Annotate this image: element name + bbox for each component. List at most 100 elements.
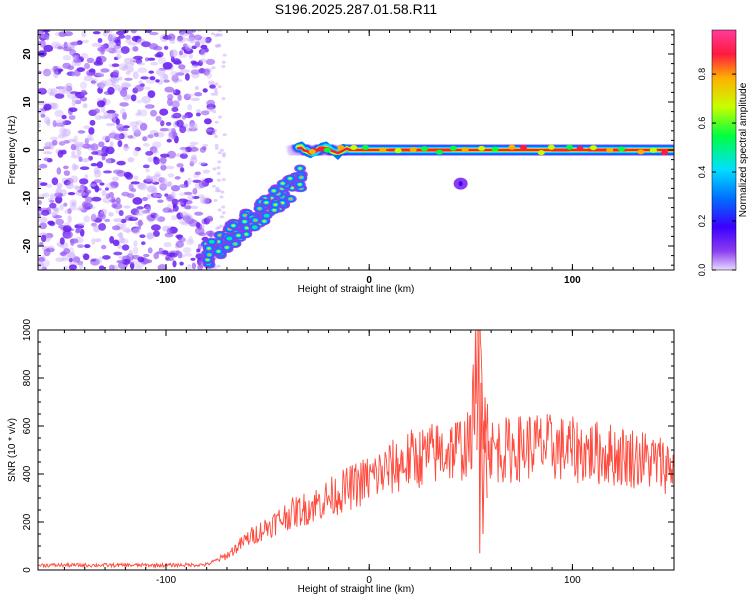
colorbar-tick-label: 0.2: [697, 215, 707, 228]
noise-blob: [76, 150, 82, 156]
noise-blob: [152, 149, 160, 155]
noise-blob: [211, 32, 215, 36]
noise-blob: [105, 123, 116, 127]
noise-blob: [172, 89, 181, 96]
noise-blob: [194, 211, 204, 216]
noise-blob: [136, 206, 144, 210]
noise-blob: [137, 62, 145, 66]
noise-blob: [152, 230, 160, 237]
noise-blob: [206, 72, 213, 79]
noise-blob: [49, 193, 57, 200]
noise-blob: [77, 222, 86, 226]
noise-blob: [186, 238, 195, 246]
noise-blob: [194, 85, 199, 91]
noise-blob: [79, 184, 85, 192]
noise-blob: [42, 192, 50, 198]
noise-blob: [133, 55, 143, 60]
noise-blob: [146, 233, 154, 239]
y-tick-label: 0: [22, 147, 33, 153]
noise-blob: [179, 125, 187, 134]
noise-blob: [120, 226, 127, 231]
noise-blob: [219, 224, 224, 228]
rising-blob: [231, 224, 235, 227]
noise-blob: [172, 203, 177, 209]
noise-blob: [89, 119, 96, 126]
noise-blob: [195, 221, 201, 229]
rising-blob: [265, 214, 269, 217]
noise-blob: [157, 264, 167, 270]
noise-blob: [132, 197, 143, 205]
noise-blob: [86, 72, 96, 76]
noise-blob: [44, 143, 52, 148]
rising-blob: [207, 253, 211, 256]
noise-blob: [215, 44, 220, 48]
noise-blob: [145, 103, 152, 110]
noise-blob: [212, 167, 217, 171]
noise-blob: [98, 265, 105, 270]
noise-blob: [186, 93, 195, 97]
noise-blob: [221, 211, 226, 215]
noise-blob: [66, 92, 77, 99]
noise-blob: [192, 195, 200, 200]
noise-blob: [138, 80, 143, 85]
noise-blob: [121, 223, 127, 227]
noise-blob: [168, 252, 178, 258]
noise-blob: [214, 120, 219, 124]
noise-blob: [162, 62, 173, 70]
noise-blob: [91, 151, 99, 155]
noise-blob: [131, 188, 137, 193]
noise-blob: [142, 210, 150, 214]
noise-blob: [51, 211, 57, 217]
noise-blob: [199, 58, 207, 63]
noise-blob: [160, 164, 167, 171]
noise-blob: [116, 30, 126, 36]
noise-blob: [214, 135, 219, 138]
noise-blob: [155, 79, 160, 83]
noise-blob: [108, 212, 114, 217]
noise-blob: [70, 238, 75, 246]
noise-blob: [113, 218, 123, 223]
noise-blob: [219, 215, 224, 219]
rising-blob: [227, 237, 231, 240]
noise-blob: [41, 30, 51, 33]
noise-blob: [118, 63, 129, 71]
noise-blob: [124, 62, 135, 68]
noise-blob: [81, 31, 87, 38]
noise-blob: [64, 209, 72, 214]
rising-blob: [243, 220, 247, 223]
noise-blob: [209, 84, 216, 89]
noise-blob: [81, 158, 90, 163]
noise-blob: [78, 205, 85, 211]
noise-blob: [179, 50, 183, 56]
noise-blob: [141, 41, 151, 48]
noise-blob: [184, 217, 195, 225]
noise-blob: [73, 57, 81, 64]
noise-blob: [129, 260, 138, 264]
colorbar-tick-label: 0.4: [697, 166, 707, 179]
noise-blob: [188, 235, 193, 244]
noise-blob: [184, 73, 190, 81]
noise-blob: [60, 257, 69, 262]
noise-blob: [48, 68, 53, 74]
noise-blob: [184, 205, 192, 210]
noise-blob: [202, 143, 209, 147]
noise-blob: [117, 76, 123, 81]
noise-blob: [116, 53, 122, 60]
noise-blob: [43, 103, 52, 111]
noise-blob: [101, 189, 107, 197]
noise-blob: [133, 175, 139, 181]
noise-blob: [204, 177, 213, 183]
noise-blob: [123, 171, 132, 178]
noise-blob: [142, 136, 148, 142]
noise-blob: [171, 74, 179, 83]
snr-line: [38, 330, 674, 569]
y-tick-label: 1000: [22, 318, 33, 341]
noise-blob: [190, 205, 199, 210]
noise-blob: [97, 38, 103, 43]
noise-blob: [158, 183, 169, 188]
noise-blob: [84, 244, 91, 249]
noise-blob: [190, 147, 199, 152]
rising-blob: [236, 234, 240, 237]
